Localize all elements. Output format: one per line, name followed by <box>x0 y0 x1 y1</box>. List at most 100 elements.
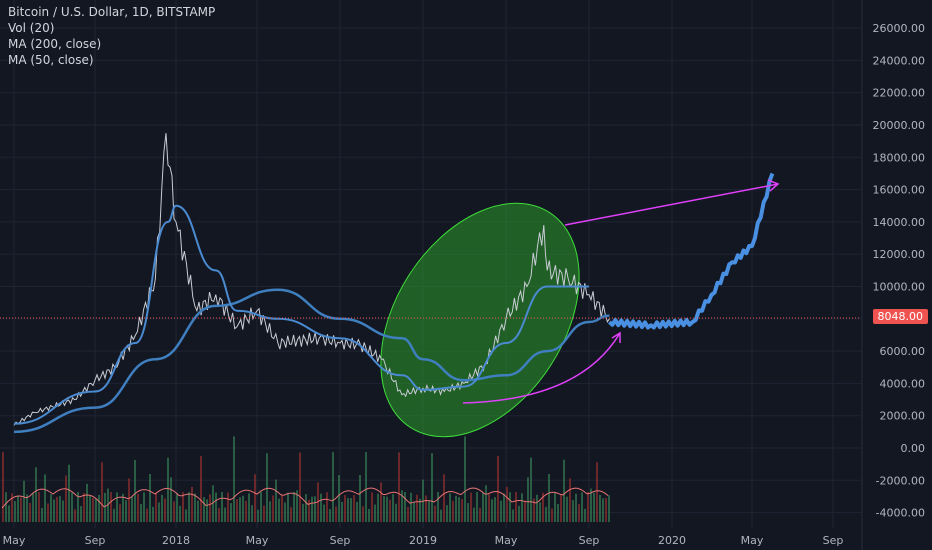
volume-bar <box>485 485 487 522</box>
y-tick-label: 6000.00 <box>880 345 926 358</box>
volume-bar <box>122 493 124 522</box>
volume-bar <box>578 504 580 522</box>
volume-bar <box>356 502 358 522</box>
y-tick-label: 0.00 <box>901 442 926 455</box>
volume-bar <box>509 492 511 522</box>
volume-bar <box>452 500 454 522</box>
volume-bar <box>338 475 340 522</box>
volume-bar <box>86 483 88 522</box>
volume-bar <box>176 493 178 522</box>
volume-bar <box>596 462 598 522</box>
volume-bar <box>53 499 55 522</box>
volume-bar <box>110 492 112 522</box>
volume-bar <box>227 492 229 522</box>
volume-bar <box>149 474 151 522</box>
volume-bar <box>602 498 604 522</box>
volume-bar <box>308 499 310 522</box>
volume-bar <box>23 480 25 522</box>
volume-bar <box>47 503 49 522</box>
volume-bar <box>404 492 406 522</box>
volume-bar <box>242 495 244 522</box>
volume-bar <box>401 490 403 522</box>
volume-bar <box>11 493 13 522</box>
indicator-ma200[interactable]: MA (200, close) <box>8 37 102 51</box>
volume-bar <box>590 488 592 522</box>
volume-bar <box>194 493 196 522</box>
volume-bar <box>8 505 10 522</box>
volume-bar <box>566 496 568 522</box>
time-axis[interactable]: May Sep 2018 May Sep 2019 May Sep 2020 May Sep <box>3 534 844 547</box>
volume-bar <box>467 503 469 522</box>
volume-bar <box>350 498 352 522</box>
last-price-badge: 8048.00 <box>872 309 928 324</box>
volume-bar <box>206 499 208 522</box>
volume-bar <box>536 494 538 522</box>
volume-bar <box>569 478 571 522</box>
volume-bar <box>344 495 346 522</box>
volume-bar <box>548 474 550 522</box>
volume-bar <box>275 479 277 522</box>
volume-bar <box>218 507 220 522</box>
indicator-ma50[interactable]: MA (50, close) <box>8 53 94 67</box>
y-tick-label: 16000.00 <box>873 184 926 197</box>
volume-bar <box>518 505 520 522</box>
volume-bar <box>56 496 58 522</box>
volume-bar <box>116 492 118 522</box>
volume-bar <box>278 498 280 522</box>
y-tick-label: 20000.00 <box>873 119 926 132</box>
price-series <box>13 133 610 426</box>
volume-bar <box>560 494 562 522</box>
volume-bar <box>314 496 316 522</box>
volume-bar <box>161 494 163 522</box>
volume-bar <box>470 492 472 522</box>
volume-bar <box>203 497 205 522</box>
volume-bar <box>524 501 526 522</box>
volume-bar <box>557 504 559 522</box>
volume-bar <box>395 503 397 522</box>
volume-bar <box>152 506 154 522</box>
volume-bar <box>527 477 529 522</box>
volume-bar <box>371 492 373 522</box>
volume-bar <box>299 452 301 522</box>
volume-bar <box>287 492 289 522</box>
volume-bar <box>293 492 295 522</box>
volume-bar <box>254 474 256 522</box>
volume-ma-line <box>1 487 609 509</box>
y-tick-label: 14000.00 <box>873 216 926 229</box>
volume-bar <box>251 505 253 522</box>
volume-bar <box>101 462 103 522</box>
x-tick-label: 2019 <box>409 534 437 547</box>
volume-bar <box>113 508 115 522</box>
x-tick-label: Sep <box>330 534 351 547</box>
volume-bar <box>35 467 37 522</box>
volume-bar <box>239 497 241 522</box>
volume-bar <box>290 507 292 522</box>
projection-series <box>608 172 775 330</box>
x-tick-label: Sep <box>823 534 844 547</box>
symbol-title[interactable]: Bitcoin / U.S. Dollar, 1D, BITSTAMP <box>8 5 216 19</box>
volume-bar <box>146 508 148 522</box>
volume-bar <box>119 504 121 522</box>
volume-bar <box>443 474 445 522</box>
y-tick-label: 26000.00 <box>873 22 926 35</box>
volume-bar <box>266 453 268 522</box>
volume-bar <box>608 495 610 522</box>
volume-bar <box>416 494 418 522</box>
ma50-series <box>13 204 589 425</box>
volume-bar <box>572 500 574 522</box>
volume-bar <box>374 504 376 522</box>
price-axis[interactable]: 26000.00 24000.00 22000.00 20000.00 18000.00… <box>873 22 926 519</box>
volume-bar <box>41 508 43 522</box>
y-tick-label: 10000.00 <box>873 281 926 294</box>
volume-bar <box>98 494 100 522</box>
volume-bar <box>245 500 247 522</box>
volume-bar <box>365 452 367 522</box>
y-tick-label: 12000.00 <box>873 248 926 261</box>
volume-bar <box>500 500 502 522</box>
volume-bar <box>80 506 82 522</box>
indicator-vol[interactable]: Vol (20) <box>8 21 55 35</box>
volume-bar <box>197 500 199 522</box>
x-tick-label: May <box>3 534 26 547</box>
volume-bar <box>77 492 79 522</box>
